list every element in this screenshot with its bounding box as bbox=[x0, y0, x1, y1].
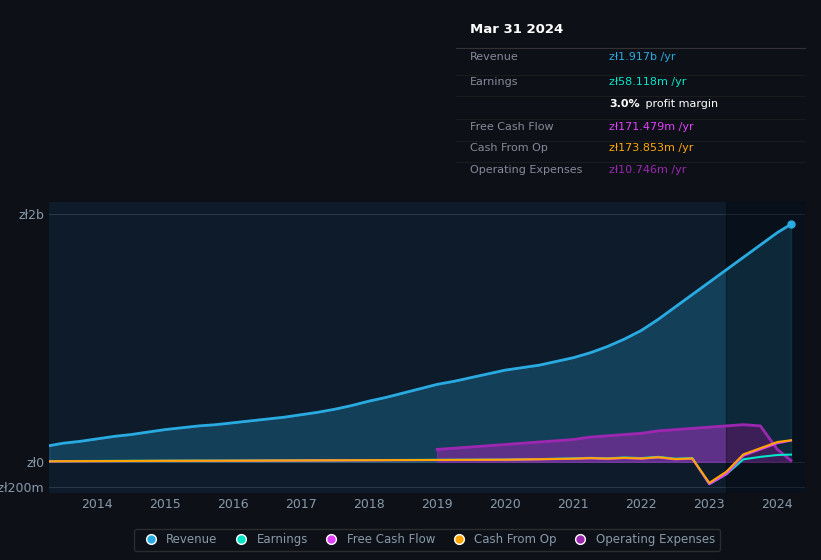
Legend: Revenue, Earnings, Free Cash Flow, Cash From Op, Operating Expenses: Revenue, Earnings, Free Cash Flow, Cash … bbox=[135, 529, 719, 551]
Text: profit margin: profit margin bbox=[642, 99, 718, 109]
Bar bbox=[727, 202, 805, 493]
Text: Earnings: Earnings bbox=[470, 77, 518, 87]
Text: 3.0%: 3.0% bbox=[609, 99, 640, 109]
Text: Cash From Op: Cash From Op bbox=[470, 143, 548, 153]
Text: zł1.917b /yr: zł1.917b /yr bbox=[609, 53, 676, 62]
Text: zł58.118m /yr: zł58.118m /yr bbox=[609, 77, 686, 87]
Text: Mar 31 2024: Mar 31 2024 bbox=[470, 23, 563, 36]
Text: Revenue: Revenue bbox=[470, 53, 518, 62]
Text: zł10.746m /yr: zł10.746m /yr bbox=[609, 165, 686, 175]
Text: zł171.479m /yr: zł171.479m /yr bbox=[609, 122, 694, 132]
Text: Free Cash Flow: Free Cash Flow bbox=[470, 122, 553, 132]
Text: Operating Expenses: Operating Expenses bbox=[470, 165, 582, 175]
Text: zł173.853m /yr: zł173.853m /yr bbox=[609, 143, 694, 153]
